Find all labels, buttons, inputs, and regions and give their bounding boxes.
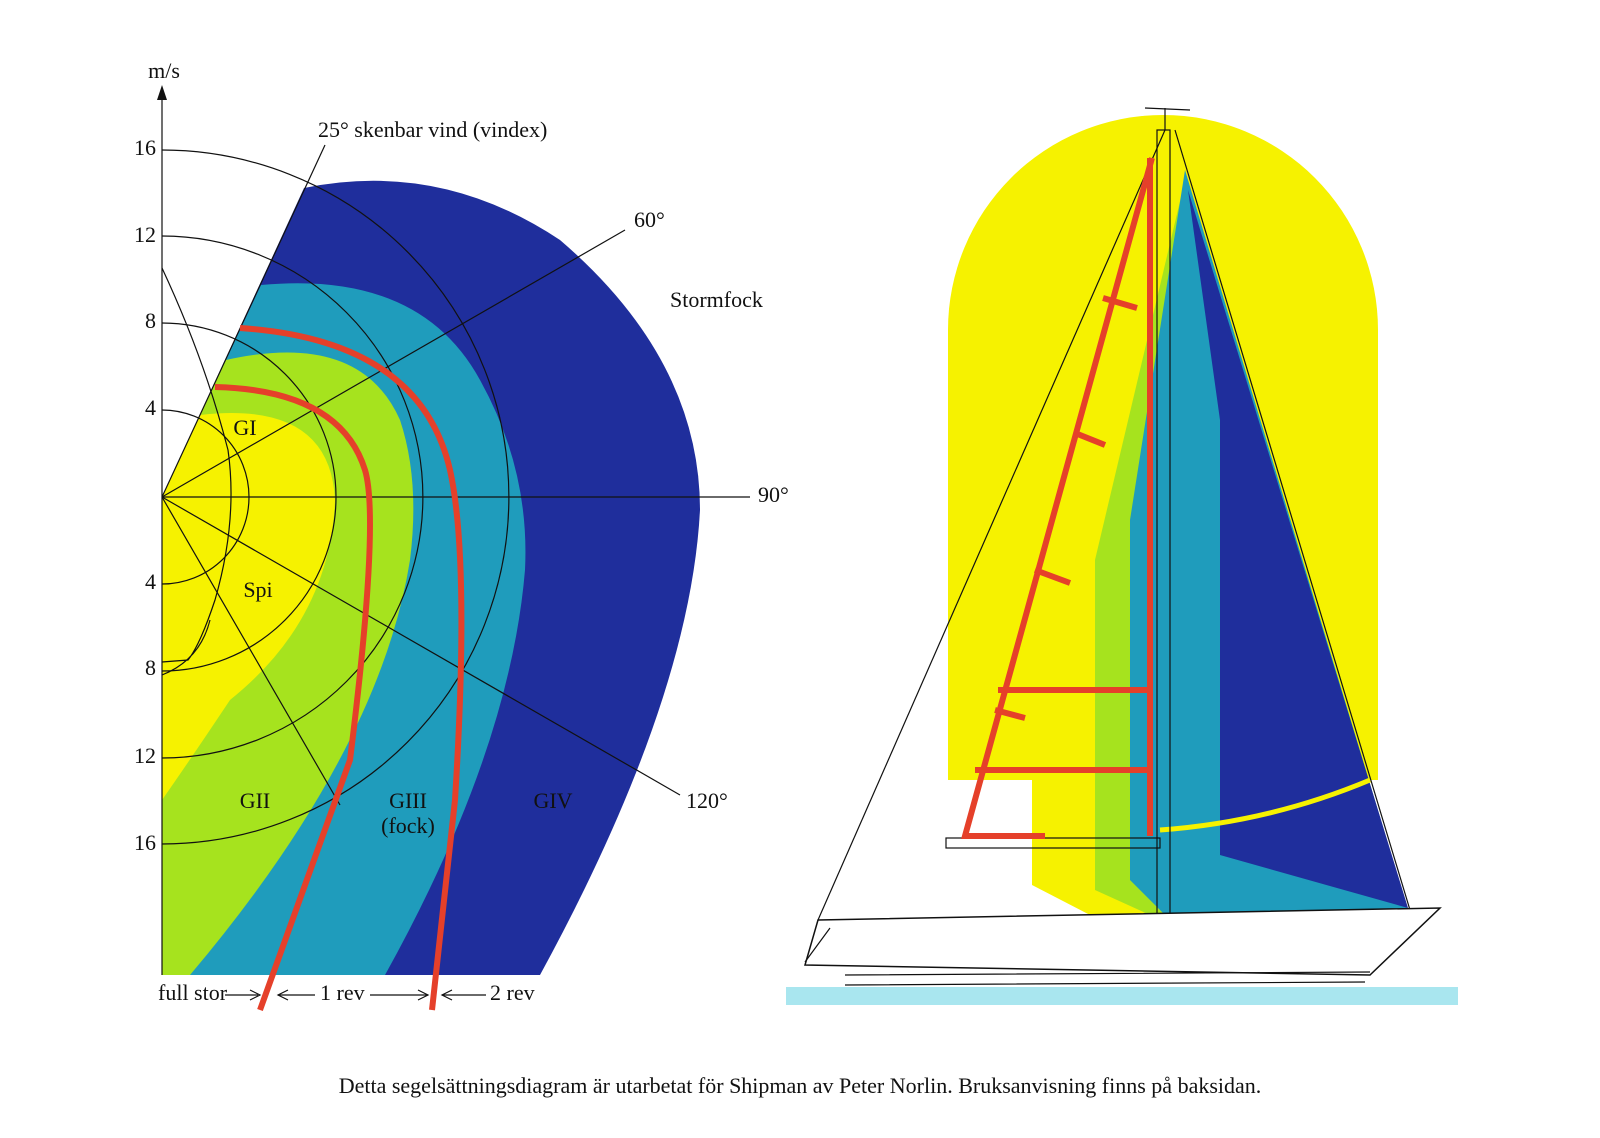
zone-label: (fock)	[381, 813, 435, 838]
mainsail	[961, 157, 1155, 839]
angle-label: 60°	[634, 207, 665, 232]
axis-arrow	[157, 85, 167, 100]
zone-label: GI	[233, 415, 256, 440]
tick-label: 4	[145, 569, 156, 594]
hull	[804, 907, 1442, 976]
jib-navy	[1188, 190, 1408, 908]
tick-label: 16	[134, 830, 156, 855]
reef-label: full stor	[158, 980, 228, 1005]
zone-label: Spi	[243, 577, 272, 602]
reef-label: 1 rev	[320, 980, 365, 1005]
tick-label: 8	[145, 308, 156, 333]
axis-unit: m/s	[148, 58, 180, 83]
zone-label: GIII	[389, 788, 427, 813]
reef-arrows	[225, 989, 486, 1001]
tick-label: 16	[134, 135, 156, 160]
sail-diagram: m/s 16 12 8 4 4 8 12 16 25° skenbar vind…	[134, 58, 789, 1012]
angle-label: 90°	[758, 482, 789, 507]
zone-gi	[162, 413, 335, 800]
hull-outline	[161, 267, 232, 676]
reef-line-2	[214, 384, 373, 1012]
hull-lines	[804, 927, 1371, 986]
tick-label: 12	[134, 743, 156, 768]
tick-label: 4	[145, 395, 156, 420]
angle-label: 25° skenbar vind (vindex)	[318, 117, 547, 142]
water	[786, 987, 1458, 1005]
reef-label: 2 rev	[490, 980, 535, 1005]
boat-illustration	[786, 107, 1458, 1005]
caption: Detta segelsättningsdiagram är utarbetat…	[339, 1073, 1262, 1098]
angle-label: 120°	[686, 788, 728, 813]
reef-line-1	[239, 325, 465, 1011]
rigging	[817, 107, 1411, 923]
sheet-line	[1159, 777, 1371, 833]
tick-label: 8	[145, 655, 156, 680]
tick-label: 12	[134, 222, 156, 247]
zone-label: GII	[240, 788, 271, 813]
zone-label: Stormfock	[670, 287, 763, 312]
zone-label: GIV	[533, 788, 572, 813]
